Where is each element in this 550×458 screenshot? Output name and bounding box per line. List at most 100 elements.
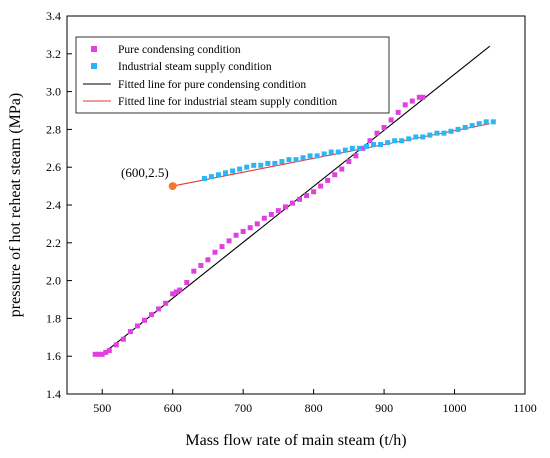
data-point (134, 323, 140, 329)
data-point (293, 157, 299, 163)
scatter-points (92, 94, 496, 357)
data-point (318, 183, 324, 189)
data-point (490, 119, 496, 125)
data-point (314, 153, 320, 159)
y-axis-title: pressure of hot reheat steam (MPa) (7, 93, 24, 317)
data-point (346, 159, 352, 165)
y-tick-label: 1.4 (46, 387, 61, 401)
data-point (342, 147, 348, 153)
y-tick-label: 2.2 (46, 236, 61, 250)
data-point (268, 211, 274, 217)
data-point (335, 149, 341, 155)
data-point (297, 196, 303, 202)
legend-marker-industrial (91, 63, 97, 69)
data-point (184, 279, 190, 285)
data-point (113, 342, 119, 348)
y-tick-label: 2.0 (46, 274, 61, 288)
y-tick-label: 2.6 (46, 160, 61, 174)
y-tick-label: 1.8 (46, 311, 61, 325)
data-point (349, 145, 355, 151)
data-point (339, 166, 345, 172)
legend-box (75, 36, 390, 114)
x-tick-label: 800 (305, 401, 323, 415)
data-point (455, 126, 461, 132)
data-point (367, 138, 373, 144)
data-point (416, 94, 422, 100)
data-point (191, 268, 197, 274)
data-point (399, 138, 405, 144)
legend: Pure condensing condition Industrial ste… (75, 36, 390, 114)
data-point (212, 249, 218, 255)
y-tick-label: 3.0 (46, 85, 61, 99)
data-point (282, 204, 288, 210)
data-point (163, 300, 169, 306)
data-point (142, 317, 148, 323)
y-tick-label: 2.4 (46, 198, 61, 212)
y-tick-label: 1.6 (46, 349, 61, 363)
annotation-point (168, 182, 177, 191)
data-point (307, 153, 313, 159)
data-point (208, 174, 214, 180)
legend-label-pure-fit: Fitted line for pure condensing conditio… (118, 79, 306, 91)
data-point (96, 351, 102, 357)
x-axis-title: Mass flow rate of main steam (t/h) (185, 432, 406, 449)
data-point (106, 348, 112, 354)
data-point (215, 172, 221, 178)
data-point (427, 132, 433, 138)
data-point (356, 145, 362, 151)
data-point (402, 102, 408, 108)
data-point (149, 312, 155, 318)
data-point (251, 162, 257, 168)
x-tick-label: 1100 (513, 401, 537, 415)
data-point (237, 166, 243, 172)
data-point (286, 157, 292, 163)
data-point (304, 193, 310, 199)
data-point (476, 121, 482, 127)
data-point (371, 142, 377, 148)
data-point (223, 170, 229, 176)
x-tick-label: 700 (234, 401, 252, 415)
y-tick-label: 2.8 (46, 122, 61, 136)
data-point (483, 119, 489, 125)
data-point (265, 160, 271, 166)
data-point (170, 291, 176, 297)
data-point (374, 130, 380, 136)
x-tick-label: 600 (164, 401, 182, 415)
data-point (120, 336, 126, 342)
data-point (201, 176, 207, 182)
data-point (279, 159, 285, 165)
data-point (205, 257, 211, 263)
data-point (378, 142, 384, 148)
data-point (156, 306, 162, 312)
data-point (441, 130, 447, 136)
data-point (226, 238, 232, 244)
data-point (244, 164, 250, 170)
data-point (177, 287, 183, 293)
data-point (233, 232, 239, 238)
data-point (413, 134, 419, 140)
data-point (420, 94, 426, 100)
legend-label-pure: Pure condensing condition (118, 44, 241, 56)
data-point (332, 172, 338, 178)
x-tick-label: 500 (93, 401, 111, 415)
data-point (289, 200, 295, 206)
data-point (103, 349, 109, 355)
data-point (409, 98, 415, 104)
data-point (300, 155, 306, 161)
data-point (198, 262, 204, 268)
data-point (127, 329, 133, 335)
data-point (381, 125, 387, 131)
data-point (462, 125, 468, 131)
data-point (230, 168, 236, 174)
legend-marker-pure (91, 46, 97, 52)
data-point (448, 128, 454, 134)
data-point (99, 351, 105, 357)
annotation-label: (600,2.5) (121, 165, 169, 180)
data-point (353, 153, 359, 159)
data-point (247, 225, 253, 231)
data-point (395, 109, 401, 115)
axis-ticks: 500 600 700 800 900 1000 1100 1.4 1.6 1.8 2.0 2.2 2.… (46, 9, 537, 415)
data-point (388, 117, 394, 123)
x-tick-label: 1000 (443, 401, 467, 415)
